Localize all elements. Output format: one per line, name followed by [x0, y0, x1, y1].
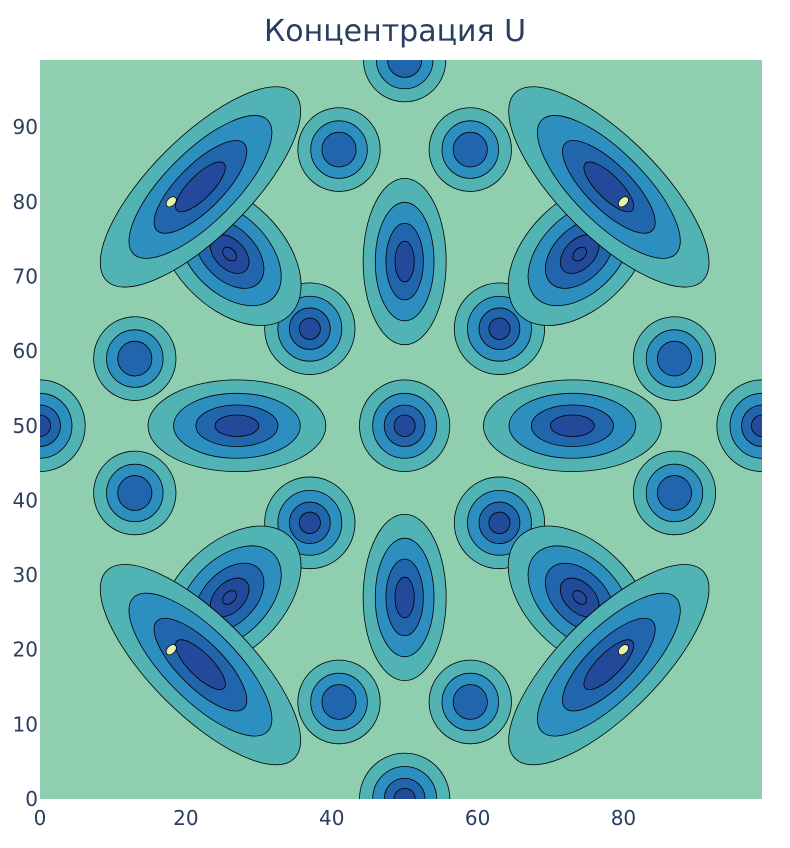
contour-level-4 [298, 511, 321, 534]
contour-feature-edge-bottom-mid [359, 752, 451, 799]
chart-title: Концентрация U [263, 14, 527, 49]
contour-level-3 [117, 340, 153, 377]
x-tick-label: 20 [173, 806, 198, 830]
y-tick-label: 90 [13, 115, 38, 139]
contour-level-peak [617, 196, 629, 208]
contour-feature-bottom-spot-r [428, 659, 512, 745]
contour-level-4 [488, 511, 511, 534]
contour-feature-lower-vertical [362, 513, 447, 682]
contour-feature-side-spot-r-lower [632, 450, 717, 536]
x-tick-label: 40 [319, 806, 344, 830]
contour-feature-top-spot-l [297, 107, 381, 192]
contour-level-3 [321, 131, 357, 168]
contour-level-4 [214, 414, 260, 437]
y-tick-label: 30 [13, 563, 38, 587]
y-tick-label: 0 [25, 787, 38, 811]
contour-feature-outer-arc-ll [99, 564, 302, 766]
contour-feature-center-spot [359, 379, 451, 473]
contour-feature-edge-left-mid [40, 379, 86, 473]
contour-feature-bottom-spot-l [297, 659, 381, 745]
y-tick-label: 50 [13, 414, 38, 438]
x-tick-label: 0 [34, 806, 47, 830]
contour-feature-outer-arc-ur [508, 86, 710, 288]
contour-level-3 [452, 131, 488, 168]
contour-level-4 [393, 414, 416, 437]
y-tick-label: 40 [13, 488, 38, 512]
contour-level-peak [617, 644, 629, 656]
contour-level-4 [550, 414, 595, 437]
contour-feature-edge-top-mid [363, 60, 447, 103]
contour-level-4 [751, 414, 762, 437]
contour-feature-small-peak-lr [617, 644, 629, 656]
contour-feature-small-peak-ul [165, 196, 177, 208]
contour-level-4 [175, 161, 226, 213]
y-tick-label: 70 [13, 264, 38, 288]
contour-level-5 [572, 246, 587, 262]
contour-feature-left-lobe [147, 379, 327, 473]
contour-level-3 [452, 684, 488, 720]
contour-feature-small-peak-ur [617, 196, 629, 208]
contour-level-4 [394, 576, 415, 619]
y-tick-label: 10 [13, 712, 38, 736]
contour-feature-side-spot-r-upper [632, 316, 717, 401]
y-axis-ticks: 0 10 20 30 40 50 60 70 80 90 [13, 115, 38, 811]
contour-feature-outer-arc-ul [99, 86, 302, 288]
contour-feature-top-spot-r [428, 107, 512, 192]
contour-level-3 [387, 60, 423, 78]
contour-level-peak [165, 644, 177, 656]
contour-level-3 [657, 340, 692, 377]
y-tick-label: 80 [13, 190, 38, 214]
contour-level-5 [572, 590, 587, 605]
contour-feature-outer-arc-lr [508, 564, 710, 766]
x-axis-ticks: 0 20 40 60 80 [34, 806, 637, 830]
contour-level-3 [657, 475, 692, 511]
contour-feature-small-peak-ll [165, 644, 177, 656]
x-tick-label: 60 [465, 806, 490, 830]
x-tick-label: 80 [611, 806, 636, 830]
contour-feature-diagonal-ul [157, 182, 302, 326]
contour-level-1 [363, 60, 447, 103]
contour-level-4 [488, 317, 511, 340]
contour-level-4 [394, 240, 415, 283]
contour-feature-upper-vertical [362, 177, 447, 346]
contour-level-3 [321, 684, 357, 720]
contour-level-4 [393, 787, 416, 799]
y-tick-label: 60 [13, 339, 38, 363]
contour-level-5 [222, 246, 237, 262]
plot-area [40, 60, 762, 799]
contour-feature-right-lobe [483, 379, 662, 473]
contour-feature-side-spot-l-lower [93, 450, 177, 536]
contour-feature-edge-right-mid [716, 379, 762, 473]
contour-feature-side-spot-l-upper [93, 316, 177, 401]
contour-level-peak [165, 196, 177, 208]
contour-level-4 [298, 317, 321, 340]
contour-level-5 [222, 590, 237, 605]
contour-level-3 [117, 475, 153, 511]
contour-feature-inner-spot-lr [453, 476, 546, 570]
y-tick-label: 20 [13, 638, 38, 662]
contour-level-4 [175, 639, 226, 690]
contour-level-4 [40, 414, 51, 437]
